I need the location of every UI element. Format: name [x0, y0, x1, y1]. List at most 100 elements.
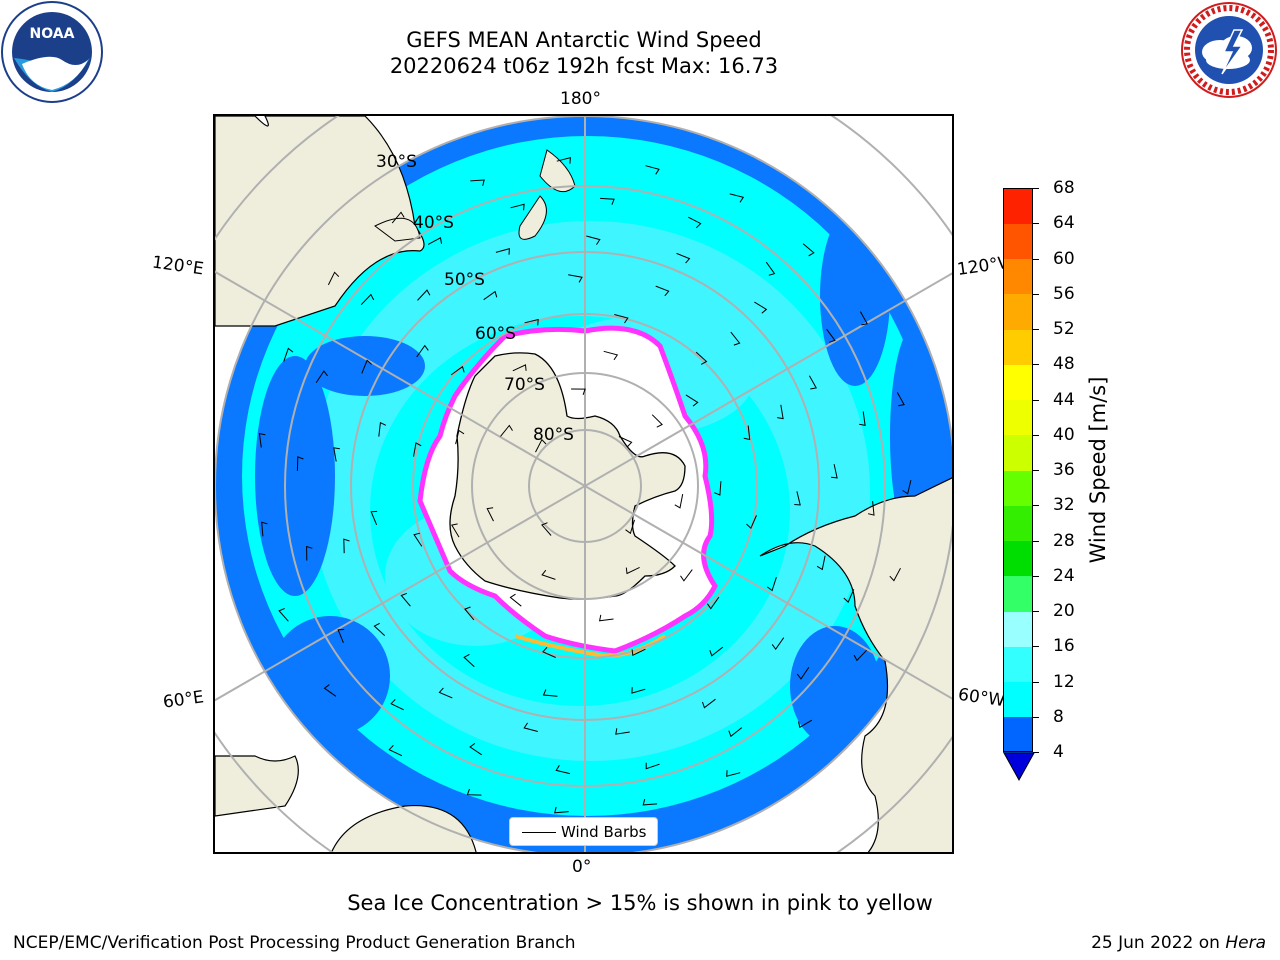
colorbar-tick-label: 60 [1053, 248, 1075, 269]
wind-barb [278, 608, 289, 622]
colorbar-extend-triangle [1003, 752, 1035, 782]
colorbar-segment [1003, 575, 1033, 612]
wind-barb [541, 522, 552, 536]
colorbar-segment [1003, 540, 1033, 577]
wind-barb [896, 392, 905, 407]
wind-barb [416, 344, 429, 358]
colorbar-segment [1003, 258, 1033, 295]
colorbar-tick-label: 28 [1053, 530, 1075, 551]
wind-barb [542, 689, 558, 697]
wind-barb [388, 745, 403, 757]
wind-barb [586, 235, 601, 245]
wind-barb [466, 788, 482, 796]
wind-barb [535, 438, 547, 453]
wind-barb [767, 577, 777, 592]
wind-barb [826, 328, 836, 343]
wind-barb [470, 179, 485, 186]
wind-barb [831, 464, 838, 479]
wind-barb [370, 510, 378, 525]
wind-barb [730, 331, 741, 346]
map-panel [213, 114, 954, 854]
wind-barb [645, 762, 660, 770]
wind-barb [556, 157, 571, 164]
wind-barb [702, 698, 716, 709]
wind-barb [483, 290, 498, 301]
wind-barb [853, 649, 867, 662]
wind-barb [455, 429, 465, 445]
colorbar-tick-label: 48 [1053, 354, 1075, 375]
wind-barb [726, 770, 741, 777]
wind-barb [625, 566, 640, 575]
wind-barb [642, 798, 658, 806]
wind-barb [615, 728, 630, 735]
legend-label: Wind Barbs [561, 823, 647, 841]
wind-barb [315, 370, 328, 383]
wind-barb [555, 765, 571, 775]
lon-label-60e: 60°E [161, 687, 206, 713]
colorbar-tick-label: 52 [1053, 319, 1075, 339]
wind-barb [796, 667, 810, 680]
chart-title: GEFS MEAN Antarctic Wind Speed [406, 28, 762, 52]
wind-barb [571, 388, 586, 395]
wind-barb [541, 569, 556, 580]
colorbar-segment [1003, 364, 1033, 400]
credit-line: NCEP/EMC/Verification Post Processing Pr… [13, 933, 576, 953]
wind-barb [618, 436, 633, 447]
map-legend: Wind Barbs [509, 817, 658, 846]
colorbar-segment [1003, 329, 1033, 365]
colorbar-segment [1003, 293, 1033, 330]
wind-barb [495, 248, 510, 255]
colorbar-segment [1003, 223, 1033, 259]
lat-label-50s: 50°S [444, 270, 485, 290]
wind-barb [510, 203, 525, 211]
wind-barb [306, 545, 313, 561]
colorbar-tick-label: 32 [1053, 495, 1075, 516]
wind-barb [554, 806, 569, 814]
wind-barb [451, 523, 460, 538]
wind-barb [361, 359, 372, 374]
wind-barb [709, 646, 724, 657]
wind-barb [390, 699, 404, 711]
wind-barb [600, 197, 615, 205]
wind-barb [524, 318, 539, 326]
wind-barb [680, 569, 693, 582]
wind-barb [614, 314, 629, 324]
host-name: Hera [1225, 933, 1266, 953]
wind-barb [486, 507, 494, 522]
wind-barb [859, 411, 866, 427]
wind-barb [655, 285, 670, 297]
colorbar-tick-label: 56 [1053, 283, 1075, 304]
wind-barb [645, 165, 660, 175]
wind-barb [843, 589, 855, 603]
polar-map [215, 116, 952, 852]
wind-barb [400, 592, 411, 607]
wind-barb [631, 687, 646, 694]
legend-line-swatch [522, 832, 556, 833]
wind-barb [603, 350, 619, 361]
colorbar-segment [1003, 646, 1033, 682]
wind-barb [337, 629, 345, 643]
wind-barb [512, 364, 527, 372]
wind-barb [373, 622, 386, 636]
wind-barb [688, 216, 702, 229]
wind-barb [714, 481, 722, 496]
wind-barb [631, 648, 646, 657]
chart-subtitle: 20220624 t06z 192h fcst Max: 16.73 [389, 54, 779, 78]
colorbar-tick-label: 44 [1053, 389, 1075, 410]
footnote: Sea Ice Concentration > 15% is shown in … [347, 891, 933, 915]
colorbar-segment [1003, 716, 1033, 753]
wind-barb [438, 687, 453, 699]
wind-barb [333, 447, 340, 462]
lat-label-40s: 40°S [413, 213, 454, 233]
wind-barb [413, 532, 423, 547]
wind-barb [674, 494, 684, 509]
wind-barb [327, 271, 340, 286]
colorbar [1003, 188, 1033, 753]
wind-barb [360, 293, 375, 306]
wind-barb [323, 684, 337, 697]
wind-barb [728, 727, 743, 738]
colorbar-label: Wind Speed [m/s] [1086, 376, 1110, 564]
wind-barb [283, 347, 294, 362]
wind-barb [568, 274, 583, 283]
wind-barb [889, 567, 901, 582]
